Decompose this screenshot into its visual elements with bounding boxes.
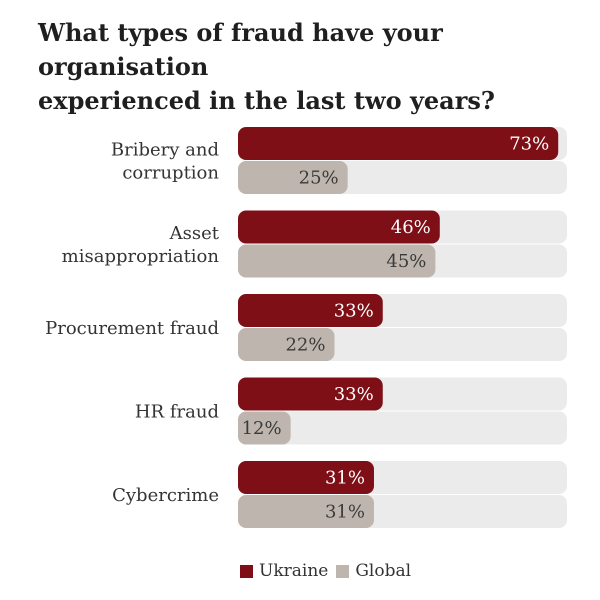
data-label-ukraine: 73% xyxy=(509,134,549,155)
chart-title: What types of fraud have your organisati… xyxy=(38,16,578,118)
bar-ukraine xyxy=(238,210,440,244)
bar-ukraine xyxy=(238,377,383,411)
bar-global xyxy=(238,411,291,445)
legend-swatch-global xyxy=(336,564,350,578)
data-label-global: 45% xyxy=(386,251,426,272)
bar-ukraine xyxy=(238,127,559,160)
chart-title-line-1: What types of fraud have your organisati… xyxy=(38,18,443,81)
bar-global xyxy=(238,161,348,194)
data-label-ukraine: 31% xyxy=(325,468,365,489)
bar-global xyxy=(238,244,436,278)
data-label-global: 31% xyxy=(325,502,365,523)
legend-label-global: Global xyxy=(355,561,412,581)
chart-title-line-2: experienced in the last two years? xyxy=(38,86,495,115)
bar-track xyxy=(238,411,567,445)
legend-swatch-ukraine xyxy=(240,564,253,578)
category-label: Cybercrime xyxy=(112,485,219,506)
legend: Ukraine Global xyxy=(240,561,419,581)
category-label: Asset misappropriation xyxy=(62,223,220,267)
legend-label-ukraine: Ukraine xyxy=(259,561,329,581)
bar-global xyxy=(238,495,374,528)
data-label-global: 22% xyxy=(285,335,325,356)
data-label-global: 12% xyxy=(242,418,282,439)
legend-item-ukraine: Ukraine xyxy=(240,561,328,581)
data-label-ukraine: 33% xyxy=(334,301,374,322)
data-label-ukraine: 46% xyxy=(391,217,431,238)
bar-ukraine xyxy=(238,294,383,327)
legend-item-global: Global xyxy=(336,561,411,581)
data-label-ukraine: 33% xyxy=(334,384,374,405)
category-label: Bribery and corruption xyxy=(111,140,220,184)
data-label-global: 25% xyxy=(299,168,339,189)
bar-ukraine xyxy=(238,461,374,494)
category-label: HR fraud xyxy=(135,402,219,423)
category-label: Procurement fraud xyxy=(45,318,219,339)
bar-global xyxy=(238,328,335,361)
